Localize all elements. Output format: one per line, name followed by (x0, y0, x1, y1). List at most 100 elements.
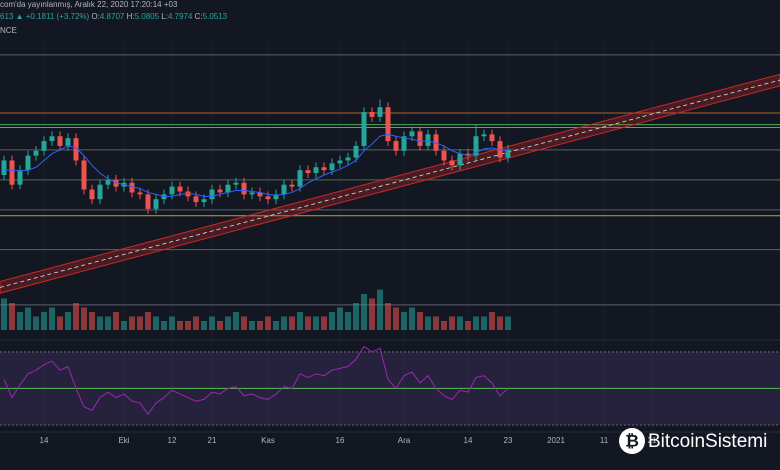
candle-body (473, 136, 479, 156)
candle-body (145, 194, 151, 209)
candle-body (409, 131, 415, 137)
volume-bar (249, 321, 255, 330)
volume-bar (9, 303, 15, 330)
brand-part: Bitcoin (648, 431, 705, 452)
volume-bar (289, 316, 295, 330)
volume-bar (281, 316, 287, 330)
rsi-line (3, 345, 509, 415)
volume-bar (497, 316, 503, 330)
volume-bar (201, 321, 207, 330)
volume-bar (305, 316, 311, 330)
ohlc-label: H: (127, 12, 135, 21)
ohlc-value: 5.0513 (203, 12, 228, 21)
candle-body (129, 182, 135, 193)
volume-bar (353, 303, 359, 330)
candle-body (89, 189, 95, 200)
candle-body (449, 160, 455, 166)
volume-bar (137, 316, 143, 330)
candle-body (329, 163, 335, 171)
volume-bar (65, 312, 71, 330)
candle-body (393, 141, 399, 151)
volume-bar (33, 316, 39, 330)
volume-bar (17, 312, 23, 330)
source-label: NCE (0, 26, 17, 35)
candle-body (81, 160, 87, 190)
candle-body (505, 149, 511, 158)
volume-bar (89, 312, 95, 330)
volume-bar (337, 307, 343, 330)
candle-body (1, 160, 7, 175)
candle-body (49, 136, 55, 142)
candle-body (441, 150, 447, 161)
candle-body (225, 184, 231, 193)
trend-channel (0, 73, 780, 294)
candle-body (9, 160, 15, 185)
x-tick-label: 14 (40, 436, 49, 445)
header-change: ▲ +0.1811 (+3.72%) (16, 12, 90, 21)
x-tick-label: 21 (648, 436, 657, 445)
candle-body (297, 170, 303, 187)
candle-body (265, 196, 271, 200)
volume-bar (113, 312, 119, 330)
volume-bar (425, 316, 431, 330)
candle-body (417, 131, 423, 146)
volume-bar (297, 312, 303, 330)
volume-bar (329, 312, 335, 330)
volume-bar (121, 321, 127, 330)
volume-bar (233, 312, 239, 330)
x-tick-label: Kas (261, 436, 275, 445)
candle-body (201, 199, 207, 203)
logo-circle (619, 428, 645, 454)
volume-bar (265, 316, 271, 330)
candle-body (425, 134, 431, 146)
candle-body (193, 196, 199, 203)
volume-bar (393, 307, 399, 330)
x-tick-label: 12 (168, 436, 177, 445)
candle-body (337, 160, 343, 164)
volume-bar (481, 316, 487, 330)
candle-body (401, 136, 407, 151)
volume-bar (401, 312, 407, 330)
volume-bar (257, 321, 263, 330)
volume-bar (177, 321, 183, 330)
candle-body (313, 167, 319, 174)
volume-bar (25, 307, 31, 330)
logo-symbol: ₿ (625, 431, 639, 450)
volume-bar (321, 316, 327, 330)
volume-bar (1, 298, 7, 330)
candle-body (73, 138, 79, 161)
volume-bar (473, 316, 479, 330)
volume-bar (345, 312, 351, 330)
ohlc-label: O: (91, 12, 99, 21)
volume-bar (161, 321, 167, 330)
volume-bar (273, 321, 279, 330)
volume-bar (129, 316, 135, 330)
x-tick-label: 2021 (547, 436, 565, 445)
volume-bar (169, 316, 175, 330)
candle-body (105, 179, 111, 185)
volume-bar (465, 321, 471, 330)
ohlc-label: C: (195, 12, 203, 21)
x-tick-label: 14 (464, 436, 473, 445)
x-tick-label: 16 (336, 436, 345, 445)
candle-body (385, 107, 391, 142)
volume-bar (377, 289, 383, 330)
volume-bar (457, 316, 463, 330)
volume-bar (73, 303, 79, 330)
candle-body (57, 136, 63, 146)
candle-body (257, 192, 263, 197)
volume-bar (193, 316, 199, 330)
volume-bar (81, 307, 87, 330)
volume-bar (361, 294, 367, 330)
header-price: 613 (0, 12, 14, 21)
candle-body (457, 153, 463, 166)
candle-body (345, 157, 351, 161)
candle-body (65, 138, 71, 146)
candle-body (169, 186, 175, 195)
volume-bar (369, 298, 375, 330)
candle-body (209, 189, 215, 200)
volume-bar (241, 316, 247, 330)
candle-body (281, 184, 287, 195)
